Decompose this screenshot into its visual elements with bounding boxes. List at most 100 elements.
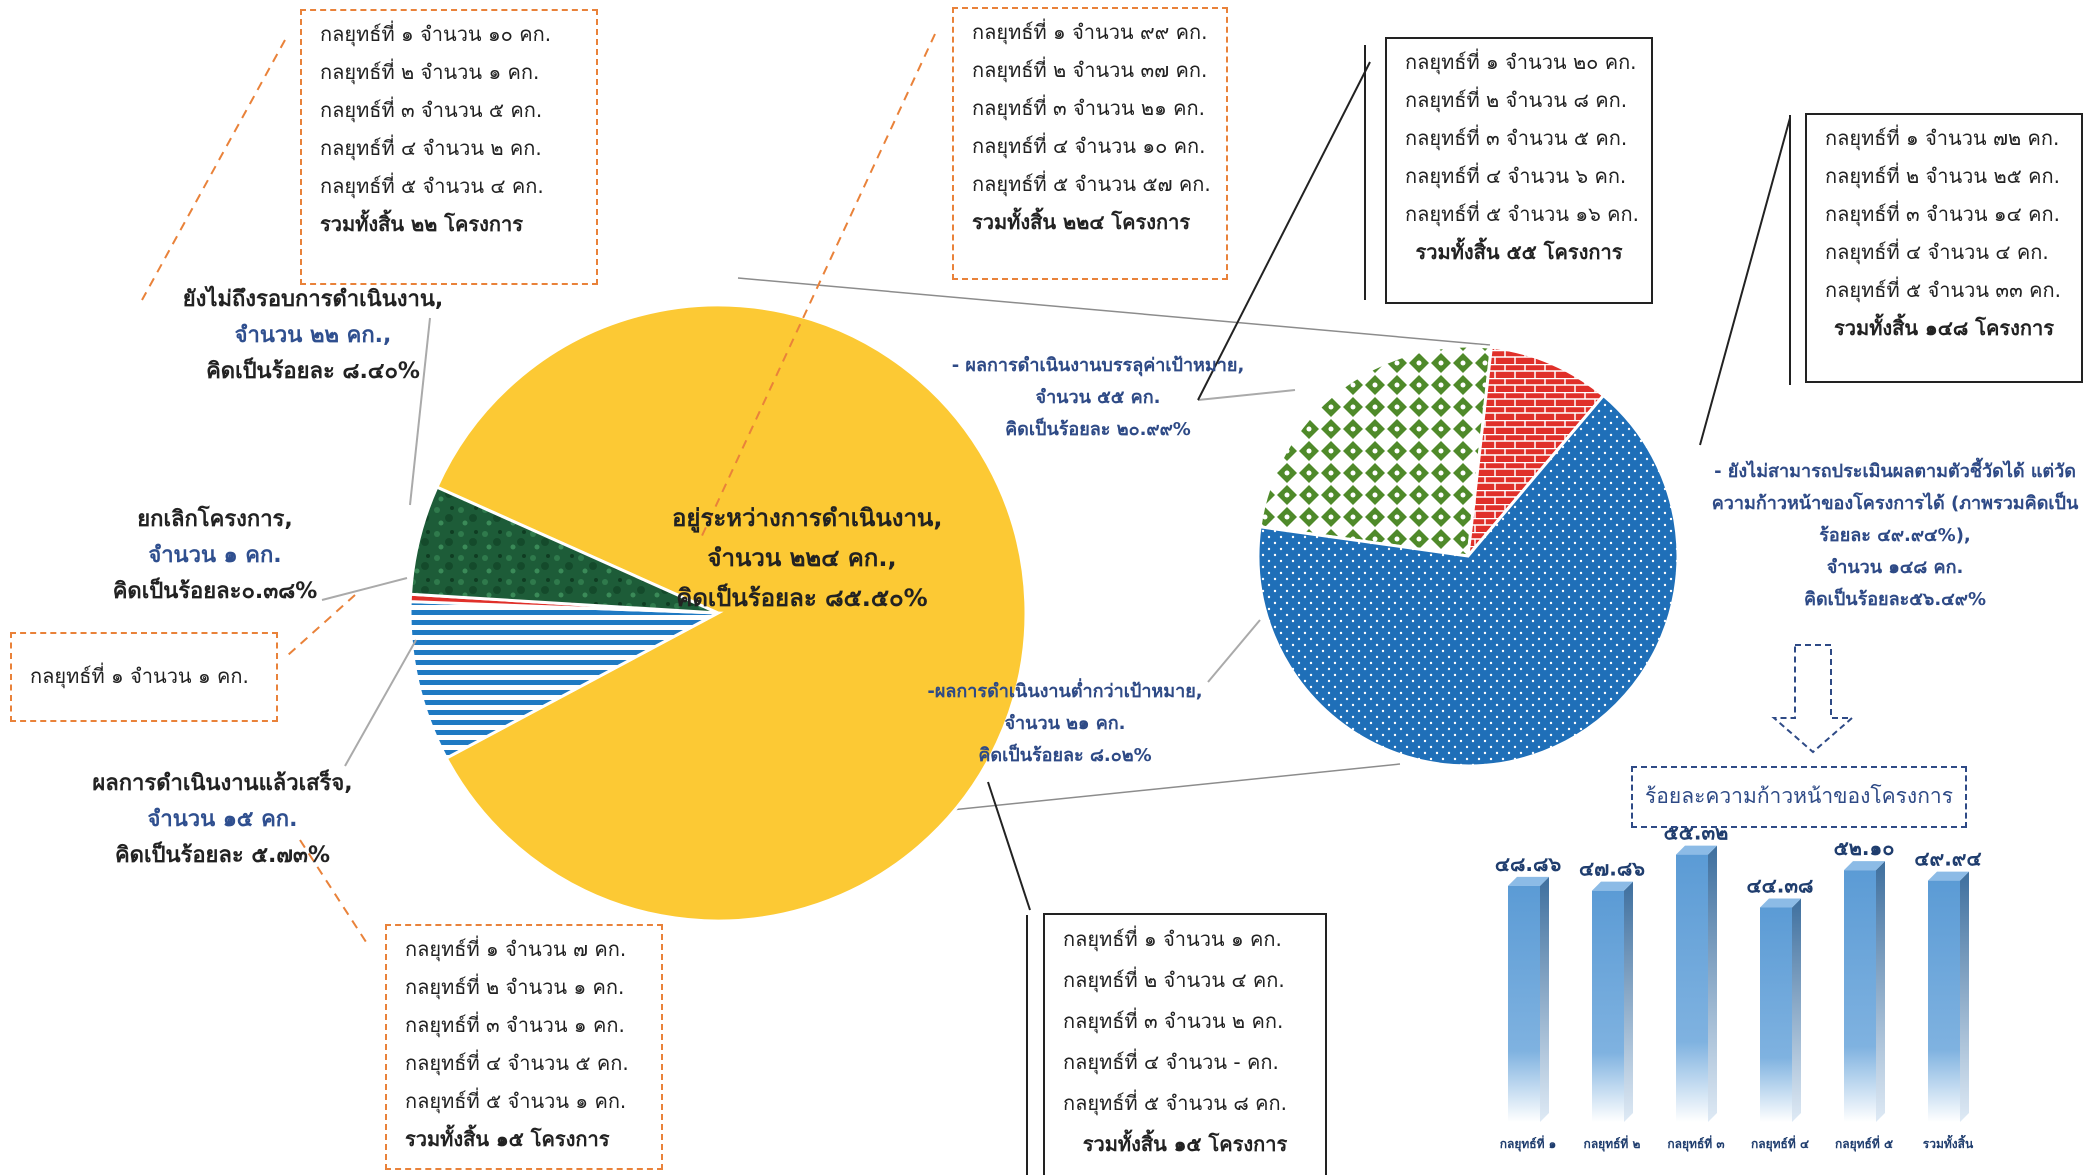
bar-side: [1624, 881, 1633, 1122]
bar-category-label: กลยุทธ์ที่ ๔: [1751, 1135, 1809, 1152]
box-not-started-breakdown: กลยุทธ์ที่ ๑ จำนวน ๑๐ คก. กลยุทธ์ที่ ๒ จ…: [300, 9, 598, 285]
box-row: กลยุทธ์ที่ ๓ จำนวน ๒๑ คก.: [972, 96, 1206, 120]
label-line: - ผลการดำเนินงานบรรลุค่าเป้าหมาย,: [951, 355, 1245, 376]
box-row: กลยุทธ์ที่ ๔ จำนวน ๑๐ คก.: [972, 134, 1206, 158]
box-row: กลยุทธ์ที่ ๒ จำนวน ๑ คก.: [320, 60, 540, 84]
box-total: รวมทั้งสิ้น ๒๒๔ โครงการ: [972, 210, 1191, 234]
bar-category-label: กลยุทธ์ที่ ๓: [1667, 1135, 1724, 1152]
box-total: รวมทั้งสิ้น ๑๕ โครงการ: [1082, 1132, 1288, 1156]
box-row: กลยุทธ์ที่ ๕ จำนวน ๑ คก.: [405, 1089, 627, 1113]
down-arrow-icon: [1771, 644, 1855, 754]
leader-below-target: [1207, 619, 1261, 683]
bar-value-label: ๕๒.๑๐: [1834, 836, 1895, 860]
leader-not-started: [409, 317, 431, 506]
bar-side: [1792, 898, 1801, 1122]
label-line: - ยังไม่สามารถประเมินผลตามตัวชี้วัดได้ แ…: [1714, 461, 2076, 482]
line-below-target-box: [987, 781, 1031, 911]
box-row: กลยุทธ์ที่ ๔ จำนวน ๒ คก.: [320, 136, 542, 160]
label-line: จำนวน ๒๒ คก.,: [234, 323, 392, 348]
bar-top: [1592, 881, 1633, 891]
line-met-target-box: [1197, 61, 1371, 401]
line-cannot-evaluate-box: [1699, 117, 1791, 446]
box-row: กลยุทธ์ที่ ๕ จำนวน ๘ คก.: [1063, 1091, 1288, 1115]
bar-side: [1708, 845, 1717, 1122]
label-line: คิดเป็นร้อยละ ๕.๗๓%: [114, 843, 331, 868]
bar-category-label: รวมทั้งสิ้น: [1923, 1134, 1974, 1151]
pie-slice-cannot-evaluate: [1256, 393, 1680, 768]
label-cancelled: ยกเลิกโครงการ, จำนวน ๑ คก. คิดเป็นร้อยละ…: [110, 502, 320, 610]
pie-slice-met-target: [1258, 344, 1493, 558]
label-not-started: ยังไม่ถึงรอบการดำเนินงาน, จำนวน ๒๒ คก., …: [178, 282, 448, 390]
bar-side: [1876, 861, 1885, 1122]
leader-completed: [344, 639, 417, 767]
box-row: กลยุทธ์ที่ ๑ จำนวน ๑ คก.: [30, 664, 249, 688]
box-row: กลยุทธ์ที่ ๒ จำนวน ๒๕ คก.: [1825, 164, 2060, 188]
connector-top: [737, 277, 1491, 346]
bar-value-label: ๔๗.๘๖: [1579, 857, 1645, 881]
box-row: กลยุทธ์ที่ ๔ จำนวน - คก.: [1063, 1050, 1279, 1074]
bar-category-label: กลยุทธ์ที่ ๕: [1835, 1135, 1893, 1152]
label-line: คิดเป็นร้อยละ๕๖.๔๙%: [1803, 589, 1987, 610]
pie-slice-in-progress: [434, 303, 1028, 923]
box-total: รวมทั้งสิ้น ๕๕ โครงการ: [1415, 240, 1623, 264]
box-total: รวมทั้งสิ้น ๑๕ โครงการ: [405, 1127, 610, 1151]
box-row: กลยุทธ์ที่ ๓ จำนวน ๕ คก.: [320, 98, 543, 122]
label-line: จำนวน ๒๑ คก.: [1004, 713, 1126, 734]
label-completed: ผลการดำเนินงานแล้วเสร็จ, จำนวน ๑๕ คก. คิ…: [90, 766, 355, 874]
bar-top: [1508, 876, 1549, 886]
bar: [1676, 854, 1708, 1122]
box-row: กลยุทธ์ที่ ๕ จำนวน ๑๖ คก.: [1405, 202, 1639, 226]
box-row: กลยุทธ์ที่ ๔ จำนวน ๖ คก.: [1405, 164, 1627, 188]
label-line: คิดเป็นร้อยละ ๘๕.๕๐%: [676, 584, 928, 612]
box-row: กลยุทธ์ที่ ๒ จำนวน ๔ คก.: [1063, 968, 1285, 992]
dash-completed: [299, 839, 369, 946]
box-below-target-breakdown: กลยุทธ์ที่ ๑ จำนวน ๑ คก. กลยุทธ์ที่ ๒ จำ…: [1043, 913, 1327, 1175]
box-row: กลยุทธ์ที่ ๓ จำนวน ๕ คก.: [1405, 126, 1628, 150]
box-total: รวมทั้งสิ้น ๒๒ โครงการ: [320, 212, 523, 236]
label-below-target: -ผลการดำเนินงานต่ำกว่าเป้าหมาย, จำนวน ๒๑…: [925, 676, 1205, 772]
label-line: ความก้าวหน้าของโครงการได้ (ภาพรวมคิดเป็น: [1711, 493, 2079, 514]
label-in-progress: อยู่ระหว่างการดำเนินงาน, จำนวน ๒๒๔ คก., …: [672, 498, 943, 618]
box-row: กลยุทธ์ที่ ๑ จำนวน ๙๙ คก.: [972, 20, 1208, 44]
box-met-target-breakdown: กลยุทธ์ที่ ๑ จำนวน ๒๐ คก. กลยุทธ์ที่ ๒ จ…: [1385, 37, 1653, 304]
label-met-target: - ผลการดำเนินงานบรรลุค่าเป้าหมาย, จำนวน …: [948, 350, 1248, 446]
label-line: จำนวน ๑๕ คก.: [147, 807, 298, 832]
bar-value-label: ๔๙.๙๔: [1914, 847, 1981, 871]
box-row: กลยุทธ์ที่ ๑ จำนวน ๒๐ คก.: [1405, 50, 1637, 74]
box-row: กลยุทธ์ที่ ๑ จำนวน ๑ คก.: [1063, 927, 1282, 951]
label-line: อยู่ระหว่างการดำเนินงาน,: [672, 504, 943, 532]
box-row: กลยุทธ์ที่ ๒ จำนวน ๓๗ คก.: [972, 58, 1208, 82]
pie-slice-completed: [408, 485, 719, 615]
pie-slice-below-target: [1465, 345, 1606, 561]
label-line: ผลการดำเนินงานแล้วเสร็จ,: [92, 771, 353, 796]
bar: [1760, 907, 1792, 1122]
box-cancelled-breakdown: กลยุทธ์ที่ ๑ จำนวน ๑ คก.: [10, 632, 278, 722]
bar: [1592, 890, 1624, 1122]
progress-title: ร้อยละความก้าวหน้าของโครงการ: [1631, 766, 1967, 828]
box-row: กลยุทธ์ที่ ๕ จำนวน ๓๓ คก.: [1825, 278, 2061, 302]
box-row: กลยุทธ์ที่ ๕ จำนวน ๕๗ คก.: [972, 172, 1211, 196]
bar: [1928, 880, 1960, 1122]
box-row: กลยุทธ์ที่ ๑ จำนวน ๗ คก.: [405, 937, 627, 961]
box-row: กลยุทธ์ที่ ๑ จำนวน ๗๒ คก.: [1825, 126, 2060, 150]
label-line: ยังไม่ถึงรอบการดำเนินงาน,: [182, 287, 444, 312]
bar-category-label: กลยุทธ์ที่ ๑: [1500, 1135, 1557, 1152]
bar: [1844, 870, 1876, 1122]
bar: [1508, 885, 1540, 1122]
label-line: จำนวน ๒๒๔ คก.,: [707, 544, 897, 572]
pie-in-progress-breakdown: [1256, 344, 1680, 768]
leader-cancelled: [321, 577, 408, 601]
bar-value-label: ๔๘.๘๖: [1495, 852, 1562, 876]
label-cannot-evaluate: - ยังไม่สามารถประเมินผลตามตัวชี้วัดได้ แ…: [1705, 456, 2085, 616]
pie-overall: [408, 303, 1028, 923]
box-row: กลยุทธ์ที่ ๕ จำนวน ๔ คก.: [320, 174, 544, 198]
box-in-progress-breakdown: กลยุทธ์ที่ ๑ จำนวน ๙๙ คก. กลยุทธ์ที่ ๒ จ…: [952, 7, 1228, 280]
dash-in-progress: [699, 33, 936, 541]
label-line: จำนวน ๑ คก.: [148, 543, 282, 568]
box-row: กลยุทธ์ที่ ๓ จำนวน ๑ คก.: [405, 1013, 625, 1037]
label-line: คิดเป็นร้อยละ๐.๓๘%: [112, 579, 318, 604]
box-row: กลยุทธ์ที่ ๓ จำนวน ๑๔ คก.: [1825, 202, 2060, 226]
bar-top: [1760, 898, 1801, 908]
label-line: ร้อยละ ๔๙.๙๔%),: [1819, 525, 1971, 546]
